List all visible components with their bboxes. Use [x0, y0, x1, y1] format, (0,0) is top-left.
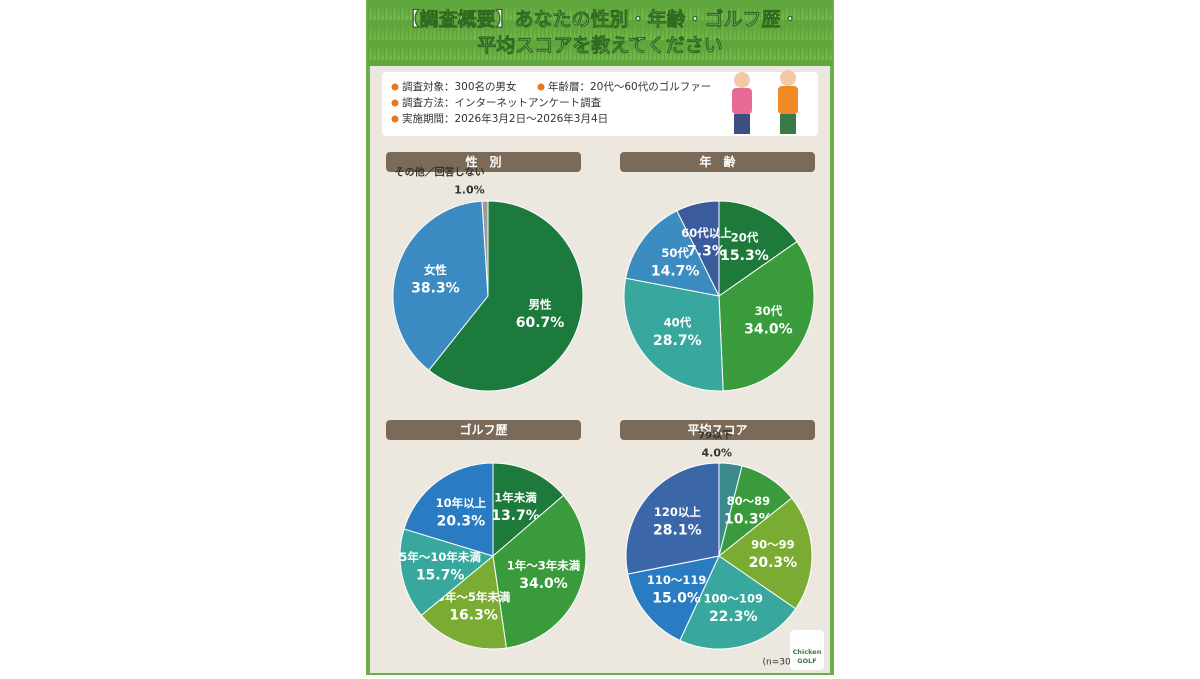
slice-label: 男性	[529, 298, 552, 312]
slice-label: 1年～3年未満	[507, 558, 581, 572]
pie-slice	[625, 462, 720, 575]
pie-slice	[623, 277, 724, 392]
slice-label: 79以下	[698, 430, 732, 442]
slice-value: 1.0%	[454, 184, 485, 197]
pie-slice	[627, 555, 720, 642]
slice-value: 7.3%	[687, 243, 726, 259]
pie-slice	[428, 200, 584, 392]
pie-slice	[718, 497, 813, 610]
section-header	[386, 152, 581, 172]
section-header	[620, 152, 815, 172]
title: 【調査概要】あなたの性別・年齢・ゴルフ歴・	[400, 8, 799, 31]
pie-slice	[718, 200, 798, 297]
slice-value: 20.3%	[437, 514, 486, 530]
pie-slice	[676, 200, 720, 297]
section-header	[620, 420, 815, 440]
bullet	[391, 99, 399, 107]
slice-label: 20代	[731, 231, 759, 245]
pie-slice	[420, 555, 507, 650]
slice-label: 1年未満	[494, 490, 537, 504]
slice-value: 15.7%	[416, 568, 465, 584]
bullet	[391, 83, 399, 91]
slice-label: 120以上	[654, 505, 702, 519]
survey-info: 年齢層：20代～60代のゴルファー	[548, 80, 711, 93]
chart-title: 性 別	[464, 154, 501, 169]
slice-value: 28.1%	[653, 523, 702, 539]
slice-value: 4.0%	[702, 447, 733, 460]
slice-value: 16.3%	[449, 607, 498, 623]
slice-label: 50代	[661, 246, 689, 260]
slice-value: 20.3%	[749, 555, 798, 571]
slice-label: 3年～5年未満	[437, 590, 511, 604]
slice-value: 60.7%	[516, 315, 565, 331]
slice-label: 60代以上	[681, 226, 732, 240]
slice-label: 100～109	[703, 592, 763, 606]
slice-value: 38.3%	[411, 280, 460, 296]
pie-slice	[718, 240, 815, 392]
slice-label: 30代	[755, 304, 783, 318]
slice-value: 34.0%	[744, 321, 793, 337]
slice-value: 15.0%	[652, 590, 701, 606]
slice-value: 28.7%	[653, 333, 702, 349]
pie-slice	[625, 210, 720, 297]
info-box	[382, 72, 818, 136]
bullet	[391, 115, 399, 123]
bullet	[537, 83, 545, 91]
slice-label: 40代	[664, 316, 692, 330]
slice-label: その他／回答しない	[395, 166, 485, 179]
logo-box	[790, 630, 824, 670]
chart-title: ゴルフ歴	[459, 422, 507, 437]
pie-slice	[679, 555, 797, 650]
logo: Chicken	[793, 648, 822, 656]
pie-slice	[399, 528, 495, 616]
slice-label: 110～119	[647, 573, 707, 587]
slice-label: 10年以上	[436, 496, 487, 510]
sample-size: (n=300)	[763, 658, 800, 668]
pie-slice	[392, 200, 489, 372]
slice-label: 5年～10年未満	[399, 550, 481, 564]
slice-label: 女性	[424, 263, 447, 277]
slice-value: 14.7%	[651, 264, 700, 280]
slice-value: 13.7%	[491, 508, 540, 524]
pie-slice	[492, 462, 565, 558]
slice-value: 15.3%	[720, 248, 769, 264]
pie-slice	[403, 462, 494, 557]
slice-value: 22.3%	[709, 609, 758, 625]
logo: GOLF	[797, 657, 816, 665]
golfer-illustration	[732, 70, 798, 134]
survey-info: 調査対象：300名の男女	[402, 80, 517, 93]
chart-title: 平均スコア	[687, 422, 747, 437]
pie-slice	[481, 200, 489, 297]
slice-label: 80～89	[727, 494, 771, 508]
section-header	[386, 420, 581, 440]
slice-value: 34.0%	[519, 576, 568, 592]
slice-label: 90～99	[751, 538, 795, 552]
pie-slice	[492, 494, 587, 649]
grass-header	[368, 0, 832, 66]
chart-title: 年 齢	[699, 154, 736, 169]
title: 平均スコアを教えてください	[477, 34, 722, 57]
survey-info: 実施期間：2026年3月2日～2026年3月4日	[402, 112, 608, 125]
survey-info: 調査方法：インターネットアンケート調査	[402, 96, 602, 109]
